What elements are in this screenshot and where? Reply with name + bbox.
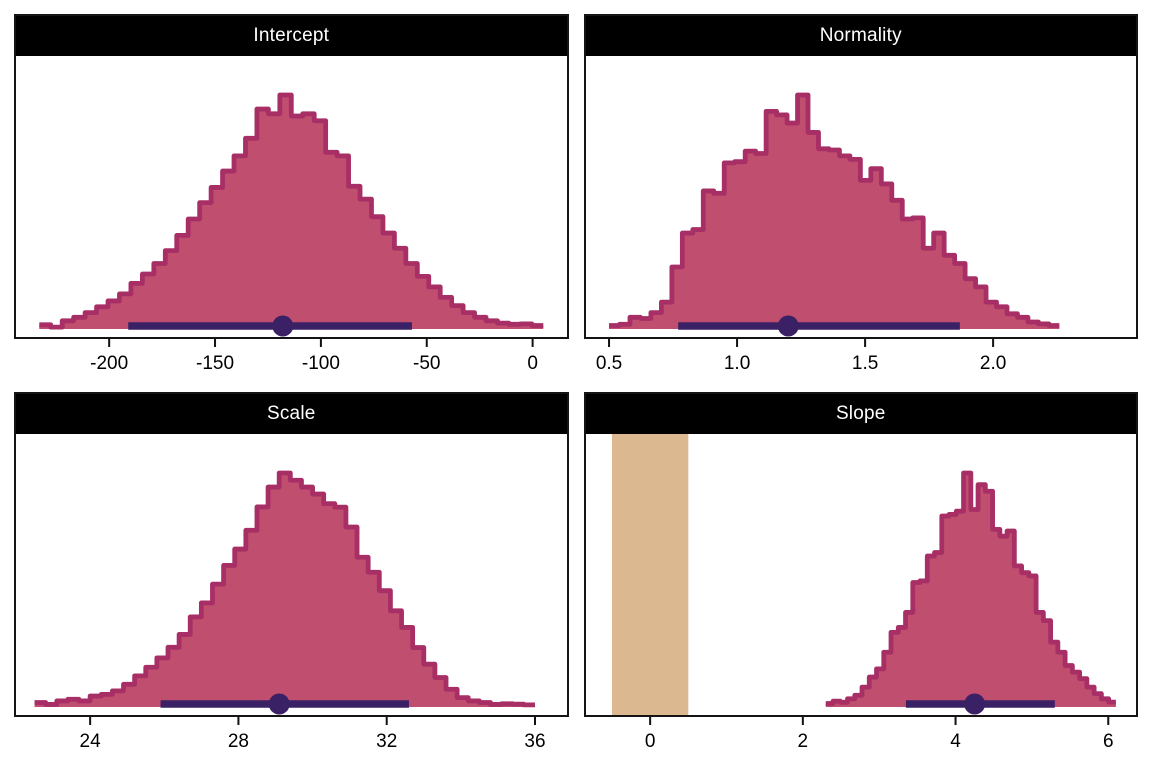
histogram-plot-scale [16,434,567,715]
x-axis-intercept: -200 -150 -100 -50 0 [90,339,538,374]
svg-text:-100: -100 [302,353,340,374]
panel-box-scale: Scale [14,392,569,717]
svg-text:-150: -150 [196,353,234,374]
panel-normality: Normality 0.5 1.0 1.5 2.0 [583,14,1138,375]
panel-scale: Scale 24 28 32 36 [14,392,569,753]
x-axis-slope: 0 2 4 6 [644,717,1113,752]
svg-text:36: 36 [524,731,545,752]
svg-text:28: 28 [228,731,249,752]
svg-text:-200: -200 [90,353,128,374]
panel-title-strip-slope: Slope [585,394,1136,434]
panel-title-strip-normality: Normality [585,16,1136,56]
panel-box-intercept: Intercept [14,14,569,339]
svg-text:0.5: 0.5 [595,353,621,374]
svg-text:1.0: 1.0 [723,353,749,374]
histogram-plot-slope [585,434,1136,715]
panel-slope: Slope 0 2 4 6 [583,392,1138,753]
panel-title: Normality [819,25,902,46]
panel-box-slope: Slope [583,392,1138,717]
histogram-plot-intercept [16,56,567,337]
svg-text:4: 4 [950,731,961,752]
svg-text:32: 32 [376,731,397,752]
panel-intercept: Intercept -200 -150 -100 -50 0 [14,14,569,375]
x-axis-normality: 0.5 1.0 1.5 2.0 [595,339,1006,374]
svg-text:1.5: 1.5 [851,353,877,374]
svg-text:0: 0 [644,731,655,752]
histogram-plot-normality [585,56,1136,337]
svg-text:6: 6 [1102,731,1113,752]
svg-text:-50: -50 [413,353,440,374]
svg-text:0: 0 [527,353,538,374]
panel-title: Slope [835,403,886,424]
panel-title-strip-scale: Scale [16,394,567,434]
panel-title-strip-intercept: Intercept [16,16,567,56]
panel-title: Scale [266,403,316,424]
x-axis-scale: 24 28 32 36 [80,717,546,752]
svg-text:24: 24 [80,731,102,752]
svg-text:2.0: 2.0 [979,353,1005,374]
panel-box-normality: Normality [583,14,1138,339]
panel-title: Intercept [253,25,330,46]
panel-grid: Intercept -200 -150 -100 -50 0 Normality 0.5… [14,14,1138,753]
svg-text:2: 2 [797,731,808,752]
